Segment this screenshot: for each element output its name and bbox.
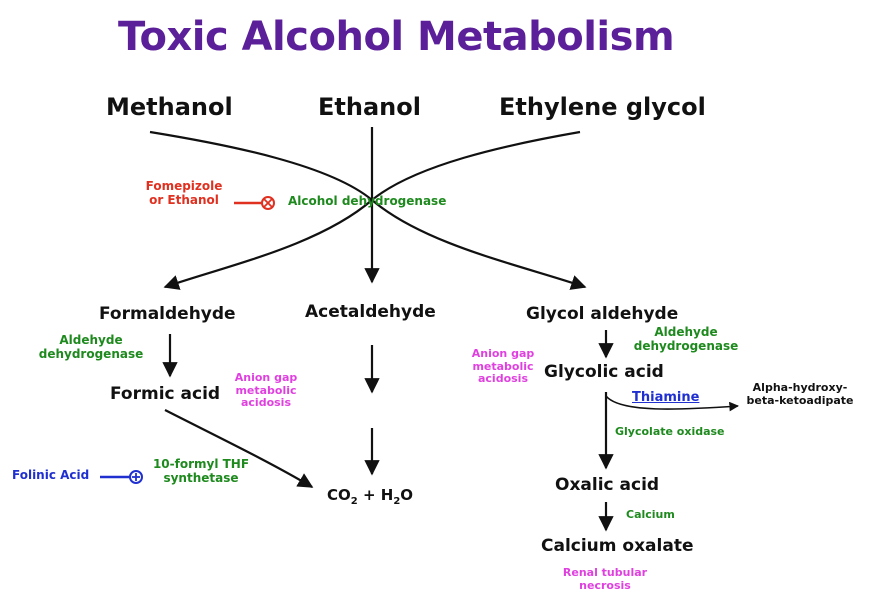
anion-2-line-3: acidosis <box>477 372 528 386</box>
aldh-1-line-2: dehydrogenase <box>38 346 144 361</box>
alcohol-dehydrogenase-label: Alcohol dehydrogenase <box>288 194 447 208</box>
formaldehyde-label: Formaldehyde <box>99 304 236 324</box>
page-title: Toxic Alcohol Metabolism <box>118 14 675 60</box>
ahk-line-2: beta-ketoadipate <box>746 393 854 407</box>
inhibitor-line-1: Fomepizole <box>145 179 223 193</box>
enzyme-line-2: synthetase <box>163 470 239 485</box>
anion-2-line-2: metabolic <box>472 359 534 373</box>
formic-acid-label: Formic acid <box>110 384 221 404</box>
co2-text: CO <box>327 486 351 504</box>
anion-1-line-2: metabolic <box>235 383 297 397</box>
ethylene-glycol-curve <box>371 130 581 201</box>
enzyme-line-1: 10-formyl THF <box>152 457 250 471</box>
o-text: O <box>400 486 414 504</box>
folinic-acid-label: Folinic Acid <box>12 468 90 482</box>
ethanol-label: Ethanol <box>318 93 421 121</box>
alpha-hydroxy-beta-ketoadipate-label: Alpha-hydroxy- beta-ketoadipate <box>744 381 856 407</box>
thiamine-label: Thiamine <box>632 390 700 405</box>
methanol-curve <box>149 130 373 201</box>
inhibitor-line-2: or Ethanol <box>149 192 219 207</box>
co2-h2o-label: CO2 + H2O <box>327 486 414 508</box>
renal-line-2: necrosis <box>579 578 631 592</box>
anion-gap-label-2: Anion gap metabolic acidosis <box>465 347 541 386</box>
formyl-thf-synthetase-label: 10-formyl THF synthetase <box>146 457 256 486</box>
glycolic-acid-label: Glycolic acid <box>544 362 664 382</box>
ahk-line-1: Alpha-hydroxy- <box>752 381 848 394</box>
glycolate-oxidase-label: Glycolate oxidase <box>615 425 725 438</box>
methanol-label: Methanol <box>106 93 233 121</box>
aldehyde-dehydrogenase-label-1: Aldehyde dehydrogenase <box>30 333 152 362</box>
anion-1-line-1: Anion gap <box>234 371 298 384</box>
arrow-to-glycol-aldehyde <box>371 199 587 290</box>
anion-2-line-1: Anion gap <box>471 347 535 360</box>
aldehyde-dehydrogenase-label-2: Aldehyde dehydrogenase <box>630 325 742 354</box>
arrow-formic-to-co2 <box>164 409 314 488</box>
renal-line-1: Renal tubular <box>562 566 648 579</box>
anion-1-line-3: acidosis <box>240 396 291 410</box>
stimulation-symbol <box>100 470 143 484</box>
plus-h-text: + H <box>357 486 394 504</box>
calcium-label: Calcium <box>626 508 675 521</box>
arrow-glycolic-to-ahk <box>605 395 739 412</box>
aldh-2-line-1: Aldehyde <box>654 325 718 339</box>
renal-tubular-necrosis-label: Renal tubular necrosis <box>560 566 650 592</box>
calcium-oxalate-label: Calcium oxalate <box>541 536 694 556</box>
co2-subscript: 2 <box>350 496 358 507</box>
anion-gap-label-1: Anion gap metabolic acidosis <box>225 371 307 410</box>
inhibitor-label: Fomepizole or Ethanol <box>134 179 234 208</box>
glycol-aldehyde-label: Glycol aldehyde <box>526 304 679 324</box>
aldh-1-line-1: Aldehyde <box>59 333 123 347</box>
acetaldehyde-label: Acetaldehyde <box>305 302 436 322</box>
ethylene-glycol-label: Ethylene glycol <box>499 93 706 121</box>
aldh-2-line-2: dehydrogenase <box>633 338 739 353</box>
inhibition-symbol <box>234 196 275 210</box>
arrow-to-formaldehyde <box>163 199 373 290</box>
oxalic-acid-label: Oxalic acid <box>555 475 660 495</box>
h2o-subscript: 2 <box>393 496 401 507</box>
